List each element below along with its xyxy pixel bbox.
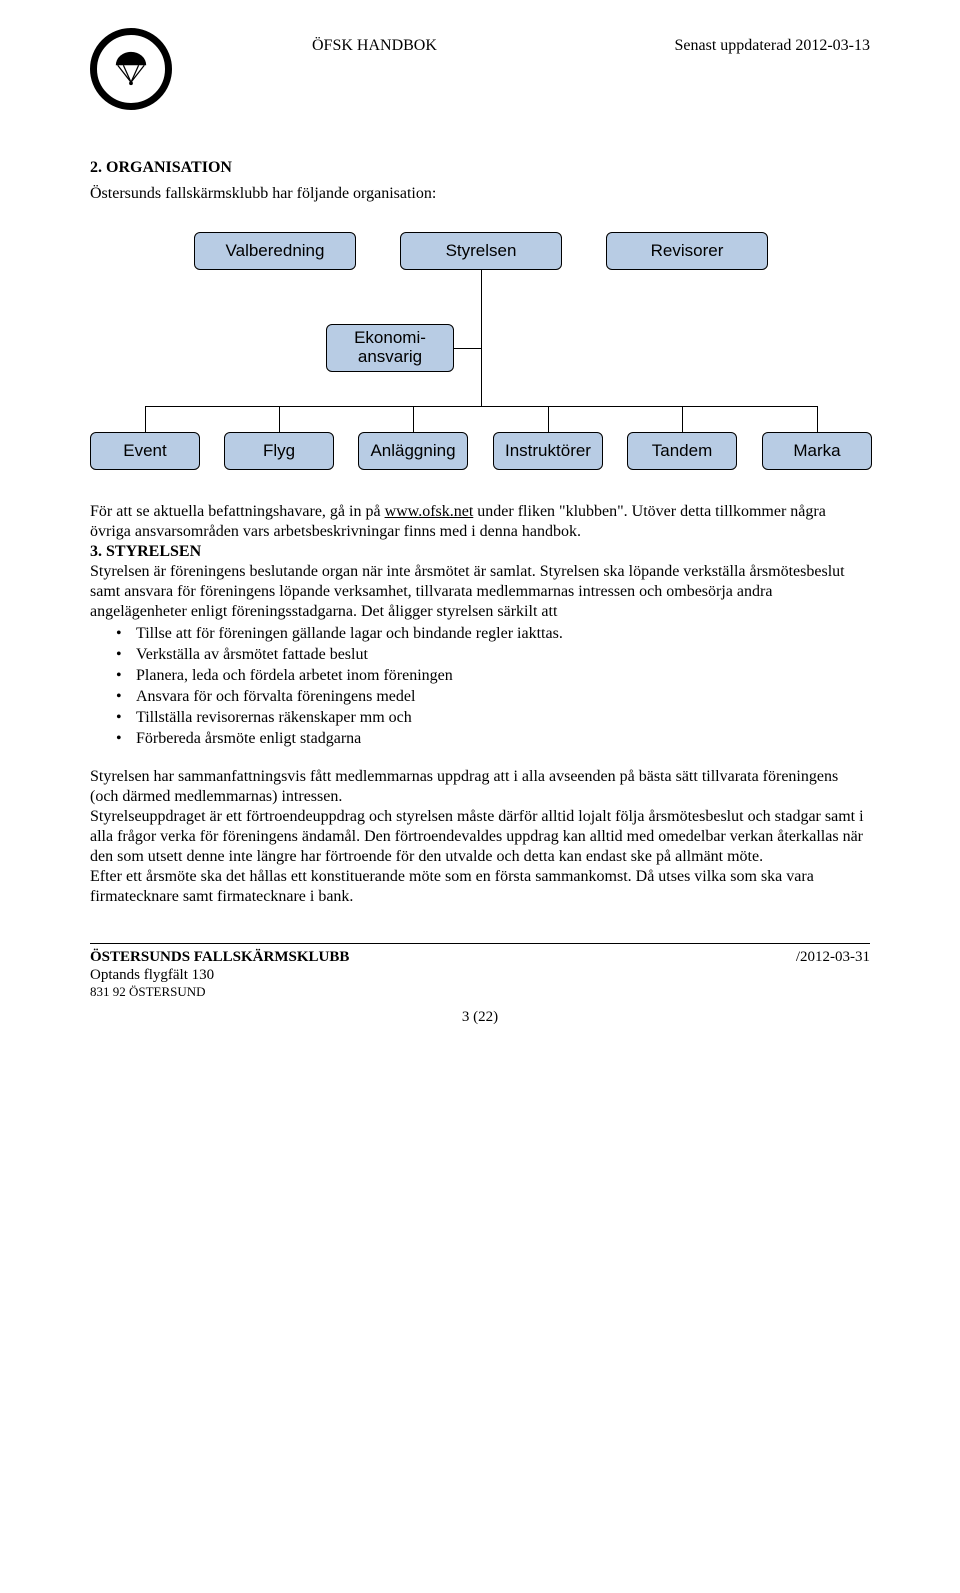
page-number: 3 (22): [90, 1008, 870, 1027]
list-item: Tillse att för föreningen gällande lagar…: [116, 624, 870, 644]
list-item: Tillställa revisorernas räkenskaper mm o…: [116, 708, 870, 728]
chart-line: [145, 406, 817, 407]
chart-line: [682, 406, 683, 432]
node-event: Event: [90, 432, 200, 470]
para-after-chart-pre: För att se aktuella befattningshavare, g…: [90, 503, 385, 520]
chart-line: [413, 406, 414, 432]
chart-line: [481, 324, 482, 406]
node-ekonomi: Ekonomi- ansvarig: [326, 324, 454, 372]
chart-line: [279, 406, 280, 432]
node-flyg: Flyg: [224, 432, 334, 470]
section-2-heading: 2. ORGANISATION: [90, 158, 870, 178]
section-3-block: 3. STYRELSEN Styrelsen är föreningens be…: [90, 542, 870, 622]
page-footer: ÖSTERSUNDS FALLSKÄRMSKLUBB Optands flygf…: [90, 943, 870, 1000]
node-ekonomi-line2: ansvarig: [358, 348, 422, 367]
node-styrelsen: Styrelsen: [400, 232, 562, 270]
section-3-bullets: Tillse att för föreningen gällande lagar…: [90, 624, 870, 749]
node-anlaggning: Anläggning: [358, 432, 468, 470]
section-3-p3: Styrelseuppdraget är ett förtroendeuppdr…: [90, 807, 870, 867]
list-item: Förbereda årsmöte enligt stadgarna: [116, 729, 870, 749]
chart-line: [481, 270, 482, 324]
footer-date: /2012-03-31: [796, 948, 870, 1000]
list-item: Verkställa av årsmötet fattade beslut: [116, 645, 870, 665]
chart-line: [548, 406, 549, 432]
footer-org: ÖSTERSUNDS FALLSKÄRMSKLUBB: [90, 948, 349, 966]
node-tandem: Tandem: [627, 432, 737, 470]
chart-line: [454, 348, 481, 349]
footer-left: ÖSTERSUNDS FALLSKÄRMSKLUBB Optands flygf…: [90, 948, 349, 1000]
node-marka: Marka: [762, 432, 872, 470]
club-logo: [90, 28, 172, 110]
node-revisorer: Revisorer: [606, 232, 768, 270]
section-3-p2: Styrelsen har sammanfattningsvis fått me…: [90, 767, 870, 807]
page-header: ÖFSK HANDBOK Senast uppdaterad 2012-03-1…: [90, 28, 870, 110]
section-3-p1: Styrelsen är föreningens beslutande orga…: [90, 563, 845, 620]
section-3-p4: Efter ett årsmöte ska det hållas ett kon…: [90, 867, 870, 907]
ofsk-link[interactable]: www.ofsk.net: [385, 503, 474, 520]
org-chart: Valberedning Styrelsen Revisorer Ekonomi…: [90, 232, 870, 502]
document-title: ÖFSK HANDBOK: [312, 28, 674, 56]
footer-addr2: 831 92 ÖSTERSUND: [90, 984, 349, 1000]
list-item: Ansvara för och förvalta föreningens med…: [116, 687, 870, 707]
node-ekonomi-line1: Ekonomi-: [354, 329, 426, 348]
document-updated: Senast uppdaterad 2012-03-13: [674, 28, 870, 56]
node-valberedning: Valberedning: [194, 232, 356, 270]
section-2-lead: Östersunds fallskärmsklubb har följande …: [90, 184, 870, 204]
chart-line: [145, 406, 146, 432]
para-after-chart: För att se aktuella befattningshavare, g…: [90, 502, 870, 542]
parachute-icon: [112, 50, 150, 88]
section-3-heading: 3. STYRELSEN: [90, 543, 201, 560]
node-instruktorer: Instruktörer: [493, 432, 603, 470]
chart-line: [817, 406, 818, 432]
footer-addr1: Optands flygfält 130: [90, 966, 349, 984]
list-item: Planera, leda och fördela arbetet inom f…: [116, 666, 870, 686]
